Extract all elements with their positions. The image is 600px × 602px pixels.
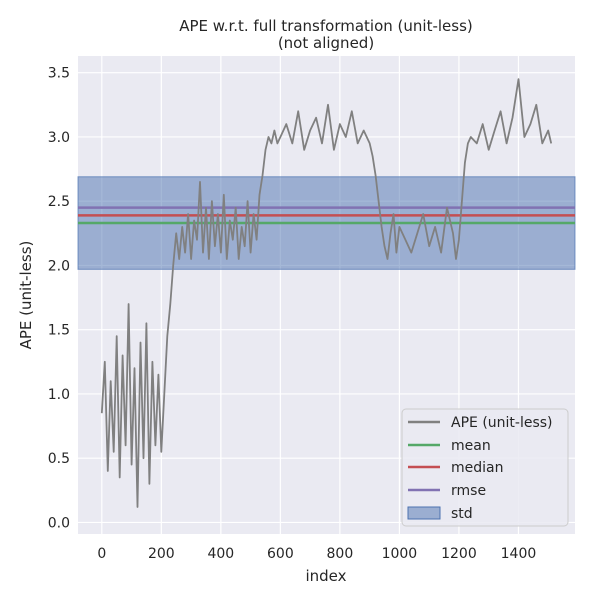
y-axis-label: APE (unit-less) <box>17 241 35 350</box>
ape-series-layer <box>100 78 553 508</box>
chart-subtitle: (not aligned) <box>278 34 374 52</box>
legend-label-rmse: rmse <box>451 483 486 499</box>
ape-series-line <box>100 78 553 508</box>
y-tick-label: 0.5 <box>48 451 70 467</box>
statistic-lines <box>78 206 575 225</box>
x-tick-label: 800 <box>327 546 354 562</box>
y-tick-label: 1.5 <box>48 323 70 339</box>
legend-label-std: std <box>451 506 473 522</box>
x-axis-label: index <box>305 567 346 585</box>
legend-label-ape: APE (unit-less) <box>451 415 553 431</box>
y-tick-label: 2.0 <box>48 258 70 274</box>
y-tick-label: 3.0 <box>48 130 70 146</box>
x-tick-label: 1000 <box>382 546 418 562</box>
y-tick-label: 2.5 <box>48 194 70 210</box>
legend-box <box>401 408 569 527</box>
legend-swatch-std <box>407 506 441 520</box>
x-tick-label: 0 <box>97 546 106 562</box>
y-tick-labels: 0.0 0.5 1.0 1.5 2.0 2.5 3.0 3.5 <box>48 66 70 532</box>
y-tick-label: 3.5 <box>48 66 70 82</box>
legend-label-median: median <box>451 460 503 476</box>
legend-label-mean: mean <box>451 438 491 454</box>
x-tick-label: 400 <box>207 546 234 562</box>
x-tick-label: 200 <box>148 546 175 562</box>
x-tick-label: 1200 <box>441 546 477 562</box>
y-tick-label: 0.0 <box>48 515 70 531</box>
legend: APE (unit-less) mean median rmse std <box>401 408 569 527</box>
x-tick-label: 1400 <box>501 546 537 562</box>
y-tick-label: 1.0 <box>48 387 70 403</box>
x-tick-labels: 0 200 400 600 800 1000 1200 1400 <box>97 546 536 562</box>
x-tick-label: 600 <box>267 546 294 562</box>
chart-title: APE w.r.t. full transformation (unit-les… <box>179 17 473 35</box>
